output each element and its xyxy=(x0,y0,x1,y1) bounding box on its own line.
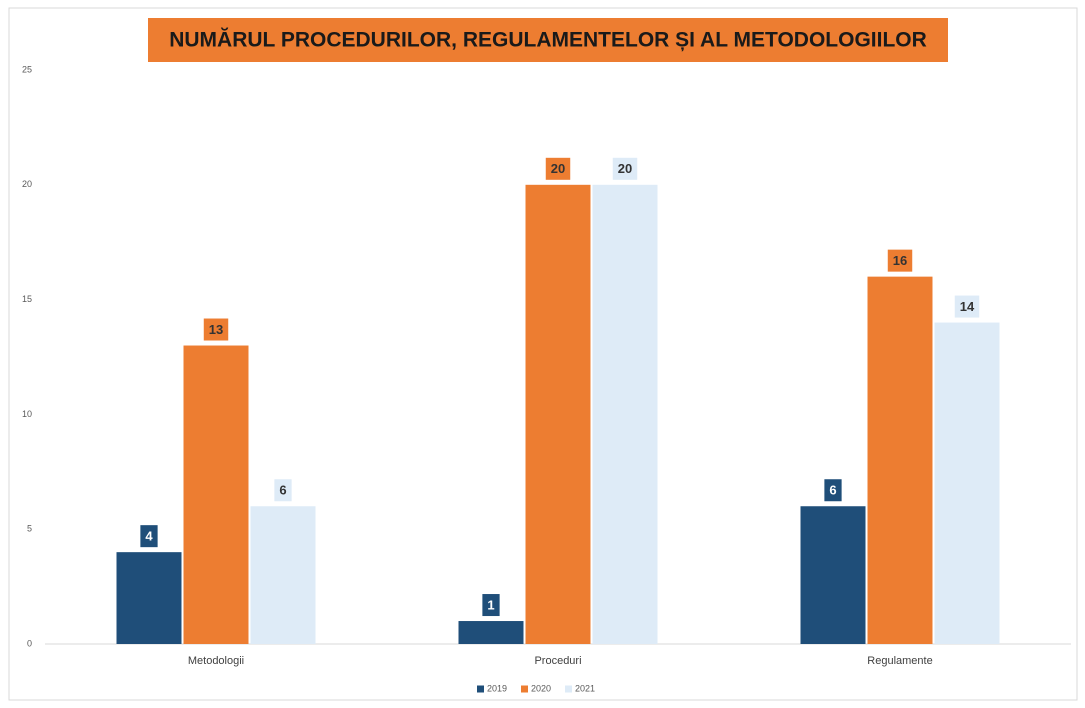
data-label-background xyxy=(140,525,158,548)
legend-label: 2019 xyxy=(487,683,507,693)
data-label: 6 xyxy=(829,483,836,498)
title-background xyxy=(148,18,948,62)
legend-swatch xyxy=(477,685,484,693)
y-tick-label: 10 xyxy=(22,409,32,419)
x-tick-label: Proceduri xyxy=(534,655,581,667)
bar xyxy=(183,345,249,644)
bar xyxy=(867,276,933,644)
bar xyxy=(592,184,658,645)
data-label-background xyxy=(887,249,913,272)
data-label: 16 xyxy=(893,253,907,268)
data-label: 6 xyxy=(279,483,286,498)
bar xyxy=(800,506,866,644)
x-tick-label: Metodologii xyxy=(188,655,244,667)
y-tick-label: 25 xyxy=(22,64,32,74)
bar xyxy=(934,322,1000,644)
y-tick-label: 20 xyxy=(22,179,32,189)
data-label: 20 xyxy=(618,161,632,176)
legend-swatch xyxy=(565,685,572,693)
data-label-background xyxy=(545,157,571,180)
data-label: 1 xyxy=(487,597,494,612)
data-label-background xyxy=(954,295,980,318)
y-tick-label: 0 xyxy=(27,638,32,648)
x-tick-label: Regulamente xyxy=(867,655,932,667)
chart-title: NUMĂRUL PROCEDURILOR, REGULAMENTELOR ȘI … xyxy=(169,29,927,52)
data-label: 20 xyxy=(551,161,565,176)
data-label-background xyxy=(824,479,842,502)
bar xyxy=(116,552,182,644)
bar xyxy=(458,621,524,644)
legend-swatch xyxy=(521,685,528,693)
legend-label: 2021 xyxy=(575,683,595,693)
bar xyxy=(250,506,316,644)
data-label-background xyxy=(203,318,229,341)
data-label-background xyxy=(482,594,500,617)
y-tick-label: 15 xyxy=(22,294,32,304)
data-label-background xyxy=(612,157,638,180)
data-label: 13 xyxy=(209,322,223,337)
data-label-background xyxy=(274,479,292,502)
y-tick-label: 5 xyxy=(27,524,32,534)
data-label: 14 xyxy=(960,299,975,314)
legend-label: 2020 xyxy=(531,683,551,693)
data-label: 4 xyxy=(145,529,153,544)
bar xyxy=(525,184,591,645)
